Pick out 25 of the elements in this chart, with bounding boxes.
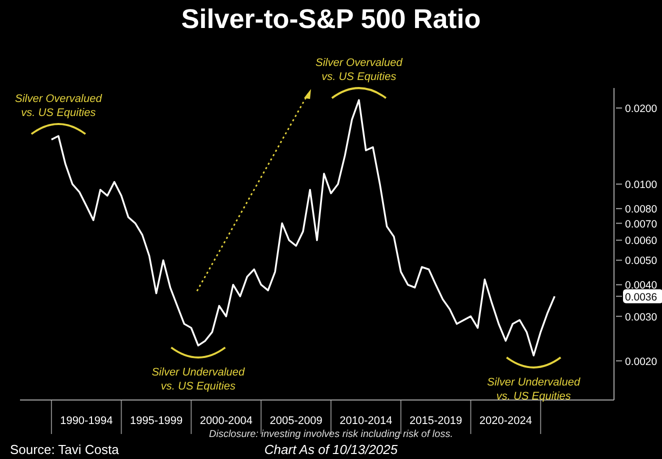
y-tick-label: 0.0036 <box>625 291 658 304</box>
y-tick-label: 0.0050 <box>625 255 658 268</box>
text: Chart As of 10/13/2025 <box>264 442 398 457</box>
y-tick-label: 0.0200 <box>625 103 658 116</box>
annotation: Silver Undervalued vs. US Equities <box>487 376 581 402</box>
text: Disclosure: investing involves risk including risk of loss. <box>208 429 454 440</box>
annotation: Silver Overvalued vs. US Equities <box>316 57 404 84</box>
x-tick-label: 2005-2009 <box>270 415 322 427</box>
x-tick-label: 1990-1994 <box>60 415 113 427</box>
y-tick-label: 0.0070 <box>625 218 658 230</box>
x-tick-label: 1995-1999 <box>130 415 183 427</box>
y-tick-label: 0.0080 <box>625 204 658 216</box>
annotation: Silver Overvalued vs. US Equities <box>15 93 103 120</box>
y-tick-label: 0.0020 <box>625 356 658 368</box>
y-tick-label: 0.0030 <box>625 311 658 324</box>
chart-title: Silver-to-S&P 500 Ratio <box>180 4 482 35</box>
x-tick-label: 2015-2019 <box>409 415 462 427</box>
y-tick-label: 0.0060 <box>625 235 658 248</box>
x-tick-label: 2010-2014 <box>340 415 392 427</box>
x-tick-label: 2000-2004 <box>200 415 252 427</box>
annotation: Silver Undervalued vs. US Equities <box>152 366 246 392</box>
source-note: Source: Tavi Costa <box>10 442 119 457</box>
y-tick-label: 0.0100 <box>625 179 658 192</box>
y-tick-label: 0.0040 <box>625 280 658 292</box>
x-tick-label: 2020-2024 <box>479 415 532 427</box>
